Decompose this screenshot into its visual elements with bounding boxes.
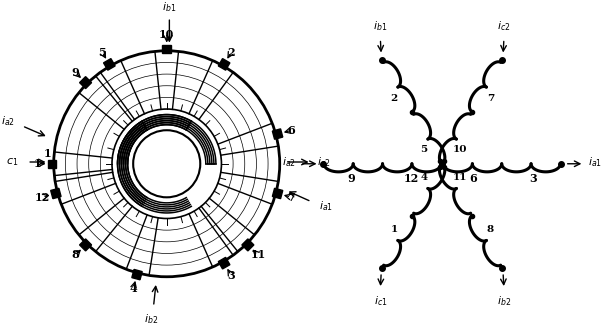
Text: 10: 10 [159, 29, 174, 40]
Text: $i_{c2}$: $i_{c2}$ [317, 155, 330, 169]
Text: 12: 12 [34, 192, 50, 203]
Text: $i_{b1}$: $i_{b1}$ [373, 20, 388, 33]
Polygon shape [273, 129, 283, 139]
Text: 11: 11 [453, 173, 467, 182]
Text: $i_{c1}$: $i_{c1}$ [373, 294, 387, 308]
Text: 10: 10 [453, 145, 467, 155]
Polygon shape [80, 77, 92, 89]
Text: 12: 12 [403, 172, 418, 184]
Text: 6: 6 [470, 172, 477, 184]
Text: 7: 7 [487, 94, 494, 102]
Text: 2: 2 [390, 94, 397, 102]
Text: 9: 9 [347, 172, 355, 184]
Polygon shape [162, 45, 171, 53]
Polygon shape [80, 239, 92, 251]
Text: $i_{b2}$: $i_{b2}$ [144, 312, 158, 326]
Polygon shape [51, 188, 61, 199]
Text: $i_{a1}$: $i_{a1}$ [320, 199, 333, 213]
Text: 4: 4 [420, 173, 428, 182]
Text: $c_1$: $c_1$ [6, 156, 19, 168]
Text: 8: 8 [72, 249, 80, 260]
Text: 4: 4 [130, 283, 137, 294]
Text: $i_{a2}$: $i_{a2}$ [1, 114, 15, 128]
Text: $i_{a1}$: $i_{a1}$ [588, 155, 602, 169]
Polygon shape [48, 159, 56, 168]
Text: 1: 1 [34, 158, 42, 169]
Polygon shape [132, 269, 142, 280]
Polygon shape [104, 59, 115, 70]
Text: 9: 9 [72, 67, 80, 78]
Text: 1: 1 [44, 148, 51, 159]
Text: 3: 3 [529, 172, 537, 184]
Circle shape [133, 130, 200, 197]
Text: 5: 5 [98, 47, 106, 58]
Text: 3: 3 [227, 270, 235, 281]
Text: $i_{b2}$: $i_{b2}$ [497, 294, 511, 308]
Text: $i_{c2}$: $i_{c2}$ [497, 20, 511, 33]
Text: 11: 11 [250, 249, 265, 260]
Text: 7: 7 [288, 192, 295, 203]
Polygon shape [242, 239, 254, 251]
Polygon shape [273, 188, 283, 199]
Polygon shape [218, 257, 230, 269]
Text: $i_{b1}$: $i_{b1}$ [162, 0, 177, 14]
Text: $i_{a2}$: $i_{a2}$ [282, 155, 297, 169]
Text: 6: 6 [288, 125, 295, 136]
Text: 2: 2 [227, 47, 235, 58]
Polygon shape [218, 59, 230, 70]
Text: 1: 1 [390, 225, 397, 234]
Text: 5: 5 [420, 145, 428, 155]
Text: 8: 8 [487, 225, 494, 234]
